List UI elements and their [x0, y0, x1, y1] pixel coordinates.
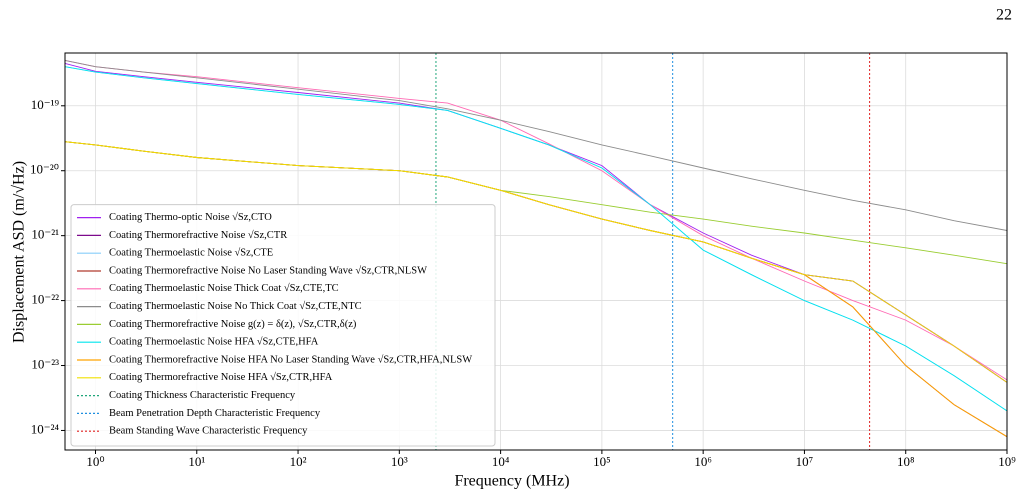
legend-label: Coating Thermorefractive Noise g(z) = δ(…	[109, 318, 357, 330]
x-tick-label: 10⁵	[593, 454, 611, 469]
y-tick-label: 10⁻¹⁹	[31, 97, 60, 112]
legend-label: Coating Thermoelastic Noise √Sz,CTE	[109, 247, 273, 259]
legend-label: Coating Thermorefractive Noise HFA √Sz,C…	[109, 371, 333, 383]
series-line	[65, 59, 1007, 231]
x-tick-label: 10⁰	[86, 454, 104, 469]
x-tick-label: 10³	[391, 454, 408, 469]
series-line	[65, 66, 1007, 412]
legend-box	[70, 204, 496, 447]
legend-label: Beam Standing Wave Characteristic Freque…	[109, 426, 308, 437]
legend-label: Coating Thermorefractive Noise HFA No La…	[109, 353, 472, 365]
x-tick-label: 10⁹	[998, 454, 1016, 469]
y-axis-label: Displacement ASD (m/√Hz)	[11, 161, 28, 343]
y-tick-label: 10⁻²²	[31, 292, 59, 307]
legend-label: Coating Thermoelastic Noise No Thick Coa…	[109, 300, 362, 312]
x-tick-label: 10⁶	[694, 454, 712, 469]
y-tick-label: 10⁻²⁰	[30, 162, 59, 177]
legend: Coating Thermo-optic Noise √Sz,CTO Coatin…	[70, 204, 496, 447]
x-tick-label: 10⁸	[897, 454, 915, 469]
x-tick-label: 10⁷	[796, 454, 814, 469]
x-axis-label: Frequency (MHz)	[454, 473, 569, 490]
x-tick-label: 10¹	[188, 454, 205, 469]
plot-frame	[64, 52, 1008, 451]
series-line	[65, 59, 1007, 381]
y-tick-label: 10⁻²⁴	[31, 421, 60, 436]
legend-label: Coating Thickness Characteristic Frequen…	[109, 390, 296, 401]
legend-label: Coating Thermo-optic Noise √Sz,CTO	[109, 211, 272, 223]
y-tick-label: 10⁻²¹	[31, 227, 59, 242]
y-tick-label: 10⁻²³	[31, 357, 59, 372]
legend-label: Beam Penetration Depth Characteristic Fr…	[109, 408, 321, 419]
x-tick-label: 10⁴	[492, 454, 510, 469]
x-tick-label: 10²	[290, 454, 307, 469]
series-line	[65, 141, 1007, 383]
legend-label: Coating Thermoelastic Noise HFA √Sz,CTE,…	[109, 336, 319, 348]
legend-label: Coating Thermorefractive Noise No Laser …	[109, 264, 427, 276]
legend-label: Coating Thermorefractive Noise √Sz,CTR	[109, 229, 287, 241]
legend-label: Coating Thermoelastic Noise Thick Coat √…	[109, 282, 339, 294]
page-number: 22	[996, 7, 1012, 24]
